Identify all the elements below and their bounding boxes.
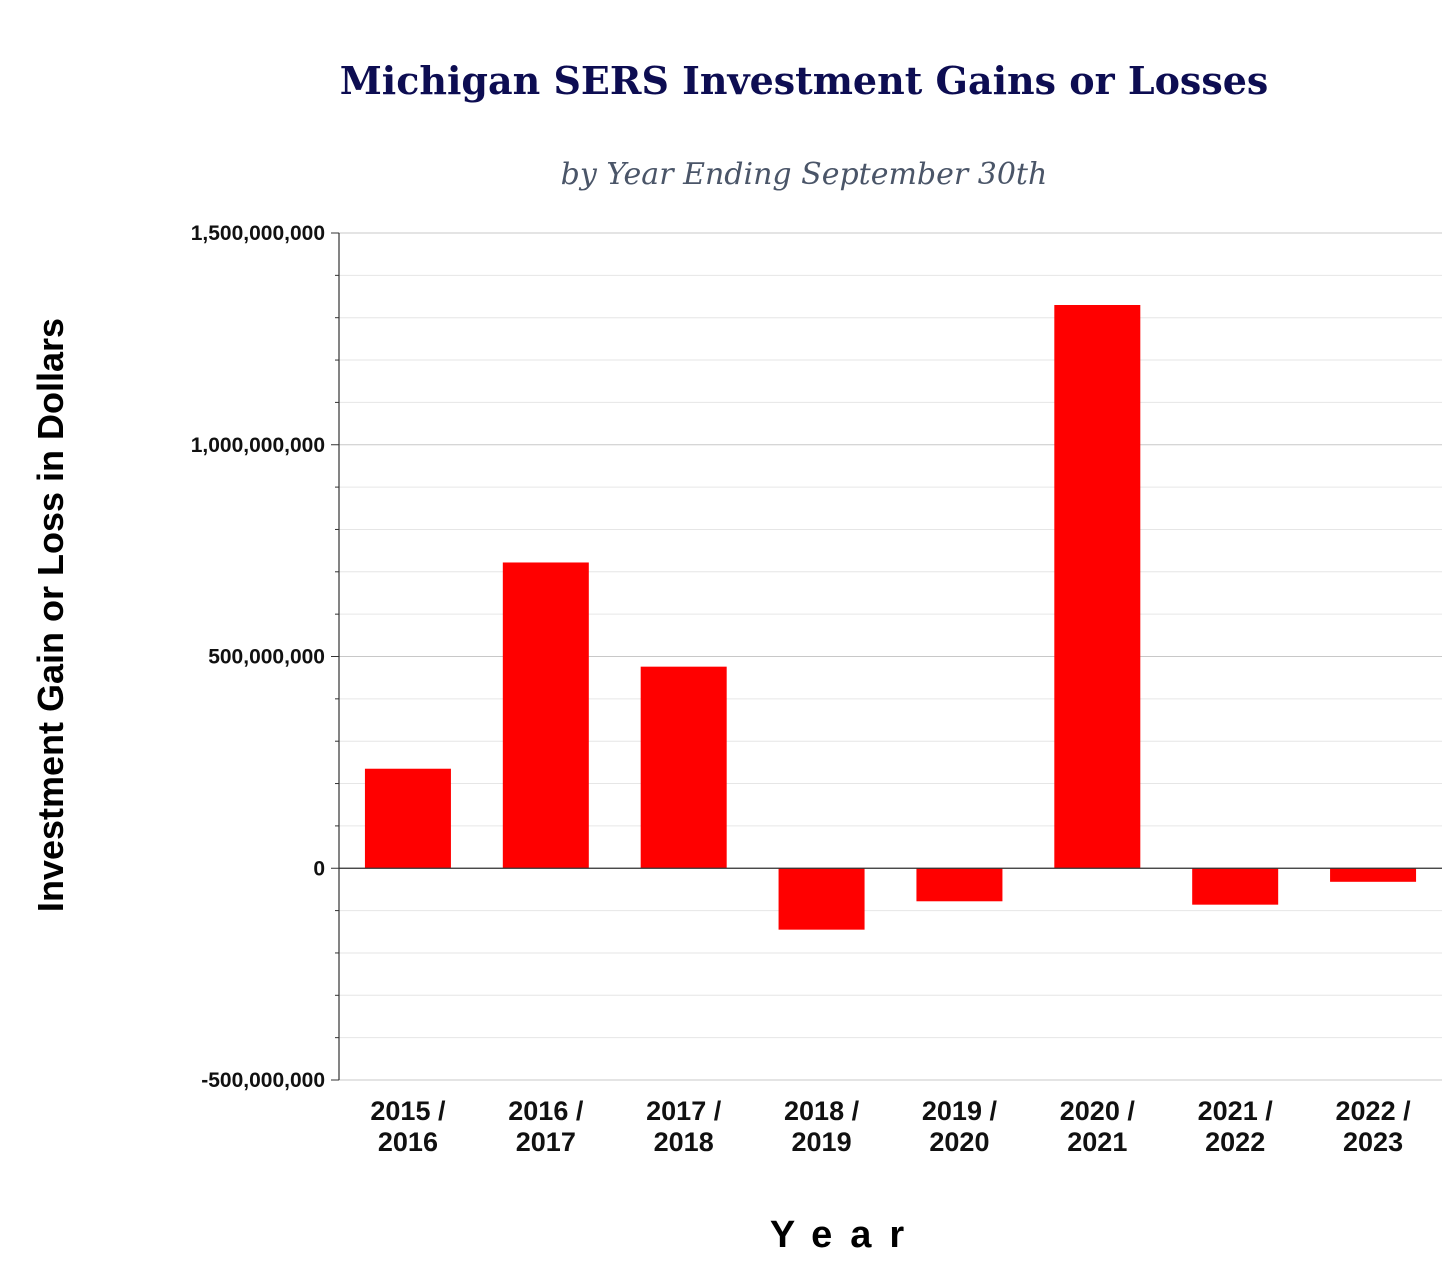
bars [364, 304, 1417, 930]
y-axis-label: Investment Gain or Loss in Dollars [30, 318, 71, 912]
y-tick-label: 500,000,000 [208, 646, 325, 669]
y-tick-label: -500,000,000 [201, 1069, 325, 1092]
x-tick-label: 2019 / [922, 1096, 998, 1126]
x-tick-label: 2016 / [508, 1096, 584, 1126]
x-tick-label: 2021 [1067, 1127, 1127, 1157]
chart-subtitle: by Year Ending September 30th [561, 157, 1048, 192]
x-tick-label: 2018 / [784, 1096, 860, 1126]
bar [778, 868, 865, 930]
chart-title: Michigan SERS Investment Gains or Losses [340, 58, 1269, 103]
x-tick-label: 2015 / [370, 1096, 446, 1126]
bar [916, 868, 1003, 902]
x-tick-label: 2017 / [646, 1096, 722, 1126]
x-tick-label: 2022 / [1336, 1096, 1412, 1126]
x-tick-label: 2023 [1343, 1127, 1403, 1157]
bar [1192, 868, 1279, 905]
bar [640, 666, 727, 869]
x-axis-label: Year [770, 1214, 922, 1256]
bar [364, 768, 451, 869]
y-tick-label: 1,500,000,000 [191, 222, 325, 245]
x-tick-label: 2020 [929, 1127, 989, 1157]
y-tick-label: 1,000,000,000 [191, 434, 325, 457]
x-tick-label: 2017 [516, 1127, 576, 1157]
bar [1330, 868, 1417, 882]
x-tick-label: 2019 [792, 1127, 852, 1157]
x-tick-label: 2016 [378, 1127, 438, 1157]
x-tick-label: 2022 [1205, 1127, 1265, 1157]
x-tick-label: 2018 [654, 1127, 714, 1157]
bar [1054, 304, 1141, 869]
bar [502, 562, 589, 869]
y-axis [331, 232, 1442, 1081]
y-tick-labels: 1,500,000,000 1,000,000,000 500,000,000 0 -5… [191, 222, 325, 1092]
x-tick-label: 2021 / [1198, 1096, 1274, 1126]
x-tick-label: 2020 / [1060, 1096, 1136, 1126]
y-tick-label: 0 [313, 857, 325, 880]
